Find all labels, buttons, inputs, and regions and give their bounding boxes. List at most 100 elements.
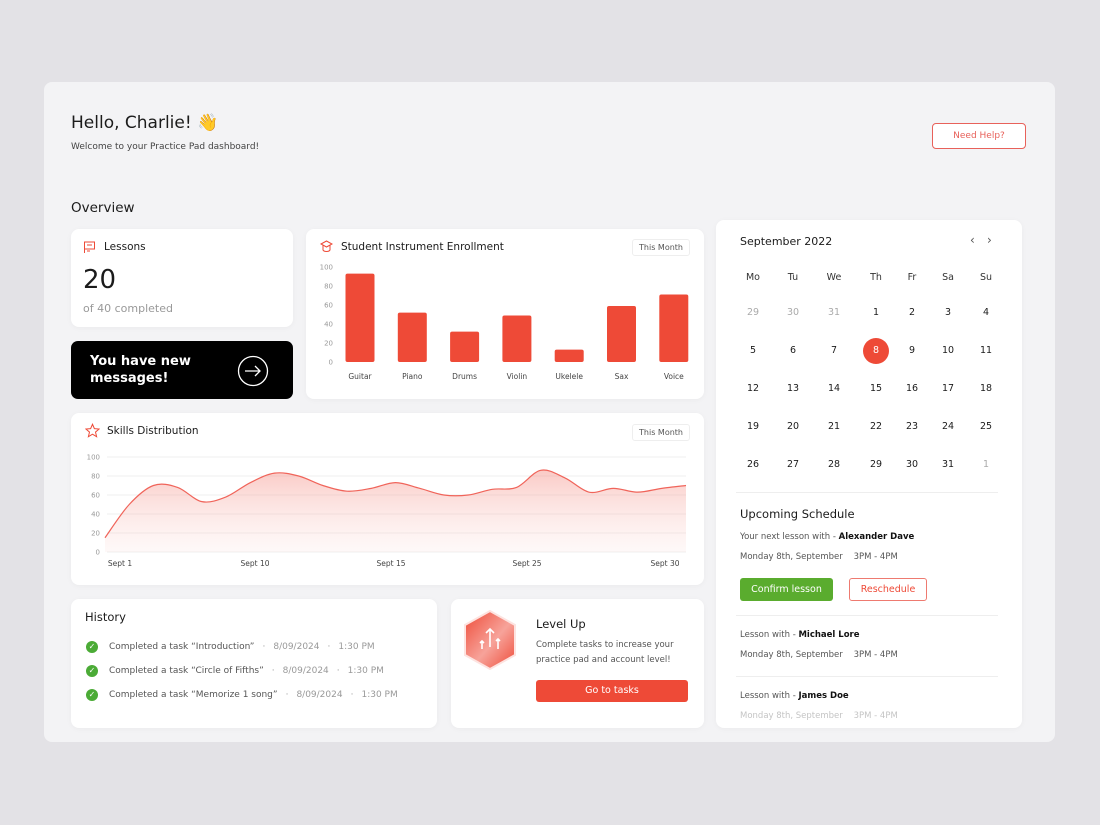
calendar-day[interactable]: 28 — [827, 459, 841, 470]
weekday-label: Tu — [787, 272, 799, 283]
calendar-day[interactable]: 2 — [908, 307, 916, 318]
calendar-day[interactable]: 18 — [979, 383, 993, 394]
enrollment-bar-chart: 0 20 40 60 80 100 Guitar Piano Drums Violin Ukelel… — [320, 264, 689, 381]
calendar-day[interactable]: 19 — [746, 421, 760, 432]
weekday-label: Su — [979, 272, 993, 283]
calendar-day[interactable]: 13 — [786, 383, 800, 394]
weekday-label: Sa — [942, 272, 954, 283]
divider — [736, 492, 998, 493]
need-help-button[interactable]: Need Help? — [932, 123, 1026, 149]
messages-text: You have new messages! — [90, 354, 191, 386]
level-up-card: Level Up Complete tasks to increase your… — [451, 599, 704, 728]
bar-violin — [502, 315, 532, 362]
bar-ukelele — [554, 349, 584, 362]
calendar-day[interactable]: 27 — [786, 459, 800, 470]
x-tick-label: Violin — [507, 372, 528, 381]
calendar-day[interactable]: 22 — [869, 421, 883, 432]
calendar-day[interactable]: 1 — [872, 307, 880, 318]
calendar-day[interactable]: 9 — [908, 345, 916, 356]
calendar-day[interactable]: 17 — [941, 383, 955, 394]
schedule-item-time: Monday 8th, September 3PM - 4PM — [740, 711, 898, 721]
calendar-day[interactable]: 10 — [941, 345, 955, 356]
calendar-day[interactable]: 29 — [746, 307, 760, 318]
skills-area-chart: 0 20 40 60 80 100 Sept 1 Sept 10 Sept 15 Sept 25 S… — [87, 454, 687, 568]
calendar-day[interactable]: 5 — [749, 345, 757, 356]
next-lesson-time: Monday 8th, September 3PM - 4PM — [740, 552, 898, 562]
y-tick-label: 60 — [324, 302, 333, 310]
calendar-day[interactable]: 26 — [746, 459, 760, 470]
calendar-day[interactable]: 21 — [827, 421, 841, 432]
x-tick-label: Sept 15 — [376, 559, 405, 568]
calendar-day[interactable]: 30 — [905, 459, 919, 470]
y-tick-label: 0 — [329, 359, 333, 367]
calendar-day[interactable]: 3 — [944, 307, 952, 318]
skills-title: Skills Distribution — [107, 425, 199, 437]
calendar-card: September 2022 ‹ › Mo Tu We Th Fr Sa Su 29 30 31 1… — [716, 220, 1022, 728]
calendar-day[interactable]: 12 — [746, 383, 760, 394]
y-tick-label: 80 — [91, 473, 100, 481]
level-up-hexagon-icon — [464, 609, 516, 671]
calendar-day[interactable]: 16 — [905, 383, 919, 394]
y-tick-label: 80 — [324, 283, 333, 291]
star-icon — [85, 423, 100, 438]
x-tick-label: Voice — [664, 372, 684, 381]
divider — [736, 676, 998, 677]
calendar-day[interactable]: 4 — [982, 307, 990, 318]
calendar-day[interactable]: 31 — [827, 307, 841, 318]
bar-piano — [397, 312, 427, 362]
check-circle-icon: ✓ — [86, 641, 98, 653]
calendar-day[interactable]: 30 — [786, 307, 800, 318]
weekday-label: We — [826, 272, 842, 283]
greeting: Hello, Charlie! 👋 — [71, 113, 219, 133]
calendar-day[interactable]: 11 — [979, 345, 993, 356]
next-lesson: Your next lesson with - Alexander Dave — [740, 532, 915, 542]
next-month-icon[interactable]: › — [987, 233, 992, 247]
lessons-title: Lessons — [104, 241, 146, 253]
calendar-day[interactable]: 20 — [786, 421, 800, 432]
lessons-icon — [84, 241, 95, 253]
x-tick-label: Sax — [615, 372, 629, 381]
schedule-title: Upcoming Schedule — [740, 507, 855, 521]
x-tick-label: Piano — [402, 372, 423, 381]
divider — [736, 615, 998, 616]
enrollment-title: Student Instrument Enrollment — [341, 241, 504, 253]
arrow-right-circle-icon[interactable] — [237, 355, 269, 387]
y-tick-label: 20 — [324, 340, 333, 348]
history-date: 8/09/2024 — [273, 642, 320, 652]
confirm-lesson-button[interactable]: Confirm lesson — [740, 578, 833, 601]
y-tick-label: 100 — [87, 454, 100, 462]
calendar-day[interactable]: 15 — [869, 383, 883, 394]
calendar-day[interactable]: 31 — [941, 459, 955, 470]
y-tick-label: 20 — [91, 530, 100, 538]
calendar-day[interactable]: 29 — [869, 459, 883, 470]
lessons-count: 20 — [83, 265, 117, 295]
calendar-day[interactable]: 6 — [789, 345, 797, 356]
go-to-tasks-button[interactable]: Go to tasks — [536, 680, 688, 702]
new-messages-card[interactable]: You have new messages! — [71, 341, 293, 399]
graduation-cap-icon — [320, 240, 333, 252]
calendar-day[interactable]: 24 — [941, 421, 955, 432]
x-tick-label: Sept 1 — [108, 559, 132, 568]
check-circle-icon: ✓ — [86, 689, 98, 701]
calendar-day[interactable]: 7 — [830, 345, 838, 356]
y-tick-label: 100 — [320, 264, 333, 272]
calendar-day[interactable]: 14 — [827, 383, 841, 394]
calendar-day-selected[interactable]: 8 — [858, 337, 894, 365]
x-tick-label: Ukelele — [555, 372, 583, 381]
enrollment-filter[interactable]: This Month — [632, 239, 690, 256]
calendar-month: September 2022 — [740, 235, 833, 248]
skills-filter[interactable]: This Month — [632, 424, 690, 441]
calendar-day[interactable]: 23 — [905, 421, 919, 432]
reschedule-button[interactable]: Reschedule — [849, 578, 927, 601]
calendar-day[interactable]: 25 — [979, 421, 993, 432]
wave-icon: 👋 — [197, 113, 219, 133]
history-text: Completed a task “Introduction” — [109, 642, 255, 652]
y-tick-label: 0 — [96, 549, 100, 557]
bar-drums — [450, 331, 480, 362]
history-item: ✓ Completed a task “Circle of Fifths” · 8/0… — [86, 665, 384, 677]
x-tick-label: Sept 25 — [512, 559, 541, 568]
subtitle: Welcome to your Practice Pad dashboard! — [71, 142, 260, 152]
prev-month-icon[interactable]: ‹ — [970, 233, 975, 247]
schedule-item: Lesson with - James Doe — [740, 691, 849, 701]
calendar-day[interactable]: 1 — [982, 459, 990, 470]
